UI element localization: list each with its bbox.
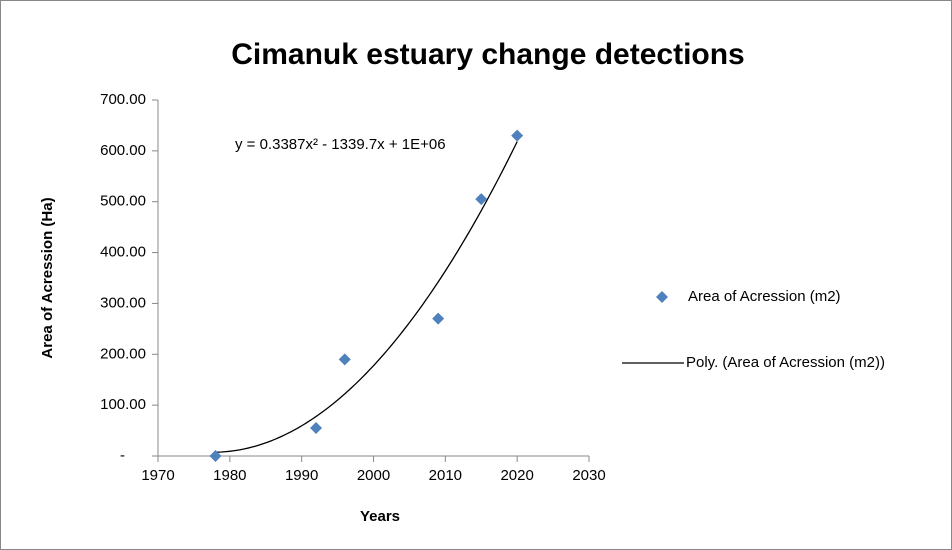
y-tick-label: 100.00	[100, 396, 146, 413]
y-tick-label: 700.00	[100, 91, 146, 108]
trendline	[215, 141, 518, 453]
data-point	[209, 450, 222, 462]
y-tick-label: -	[120, 447, 125, 464]
x-tick-label: 2020	[500, 467, 533, 484]
y-tick-label: 300.00	[100, 294, 146, 311]
x-tick-label: 2030	[572, 467, 605, 484]
data-point	[511, 129, 524, 142]
y-tick-label: 400.00	[100, 244, 146, 261]
y-tick-label: 200.00	[100, 345, 146, 362]
chart-title: Cimanuk estuary change detections	[231, 38, 745, 71]
y-tick-label: 600.00	[100, 142, 146, 159]
x-tick-label: 2000	[357, 467, 390, 484]
x-tick-label: 2010	[429, 467, 462, 484]
data-point	[310, 422, 323, 435]
y-tick-label: 500.00	[100, 193, 146, 210]
x-tick-label: 1970	[141, 467, 174, 484]
legend-label: Area of Acression (m2)	[688, 288, 841, 305]
x-axis-label: Years	[360, 508, 400, 525]
trendline-equation: y = 0.3387x² - 1339.7x + 1E+06	[235, 136, 446, 153]
data-point	[432, 312, 445, 325]
legend-label: Poly. (Area of Acression (m2))	[686, 354, 885, 371]
x-tick-label: 1980	[213, 467, 246, 484]
data-point	[475, 193, 488, 206]
x-tick-label: 1990	[285, 467, 318, 484]
data-point	[338, 353, 351, 366]
y-axis-label: Area of Acression (Ha)	[39, 197, 56, 358]
legend-marker	[656, 291, 668, 303]
